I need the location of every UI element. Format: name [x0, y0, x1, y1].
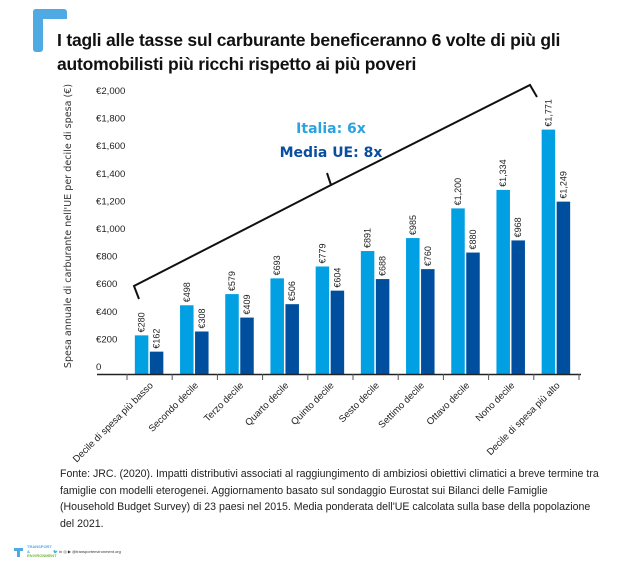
y-tick-label: €2,000 [96, 86, 125, 97]
x-tick-label: Terzo decile [202, 380, 246, 424]
y-tick-label: €1,200 [96, 196, 125, 207]
bar-italia [134, 335, 149, 374]
bar-media-ue [195, 331, 209, 374]
y-tick-label: €1,000 [96, 224, 125, 235]
y-tick-label: €200 [96, 334, 117, 345]
bar-italia [270, 278, 284, 374]
value-label-media-ue: €760 [423, 246, 433, 266]
source-note: Fonte: JRC. (2020). Impatti distributivi… [60, 468, 599, 530]
bar-media-ue [149, 351, 164, 374]
value-label-media-ue: €688 [378, 256, 388, 276]
bar-media-ue [511, 240, 525, 374]
value-label-media-ue: €162 [152, 329, 162, 349]
y-tick-label: €800 [96, 252, 117, 263]
comparison-bracket [132, 83, 538, 300]
value-label-media-ue: €308 [197, 308, 207, 328]
brand-name: TRANSPORT & ENVIRONMENT [27, 544, 57, 559]
bar-media-ue [285, 304, 299, 374]
social-links[interactable]: 🐦 in ◎ ▶ @transportenvironment.org [53, 548, 121, 554]
bar-media-ue [421, 269, 435, 374]
bar-italia [360, 251, 375, 374]
bar-italia [451, 208, 465, 374]
x-tick-label: Sesto decile [337, 380, 382, 425]
y-tick-label: €600 [96, 279, 117, 290]
value-label-italia: €498 [182, 282, 192, 302]
bars [134, 129, 571, 374]
y-axis-ticks: 0 €200 €400 €600 €800 €1,000 €1,200 €1,400 €1,60… [96, 86, 125, 373]
brand-line-2: ENVIRONMENT [27, 553, 57, 559]
value-label-italia: €891 [363, 228, 373, 248]
bar-italia [541, 129, 556, 374]
value-label-italia: €1,334 [498, 159, 508, 187]
value-label-italia: €693 [272, 255, 282, 275]
x-tick-label: Ottavo decile [425, 380, 472, 427]
value-label-italia: €985 [408, 215, 418, 235]
brand-line-1: TRANSPORT & [27, 544, 52, 554]
value-label-italia: €1,771 [543, 99, 553, 127]
bar-media-ue [466, 252, 480, 374]
value-label-media-ue: €604 [332, 268, 342, 288]
y-axis-title: Spesa annuale di carburante nell'UE per … [63, 84, 74, 368]
x-tick-label: Settimo decile [377, 380, 427, 430]
value-label-italia: €579 [227, 271, 237, 291]
bar-value-labels: €280 €162 €498 €308 €579 €409 €693 €506 €779 €604… [137, 99, 569, 349]
bar-media-ue [556, 201, 571, 374]
x-tick-label: Quarto decile [243, 380, 291, 428]
y-tick-label: €400 [96, 307, 117, 318]
value-label-italia: €1,200 [453, 178, 463, 206]
value-label-media-ue: €880 [468, 230, 478, 250]
bar-italia [315, 266, 330, 374]
bar-media-ue [375, 279, 390, 374]
x-tick-label: Decile di spesa più basso [71, 380, 156, 465]
italy-multiplier-label: Italia: 6x [296, 121, 366, 137]
bar-media-ue [330, 290, 345, 374]
x-tick-label: Nono decile [474, 380, 518, 424]
x-tick-label: Quinto decile [289, 380, 336, 427]
value-label-italia: €280 [137, 312, 147, 332]
bar-italia [225, 294, 239, 374]
value-label-media-ue: €1,249 [558, 171, 568, 199]
value-label-media-ue: €409 [242, 295, 252, 315]
x-axis [97, 373, 581, 380]
brand-corner-mark [33, 9, 67, 52]
y-tick-label: 0 [96, 362, 101, 373]
value-label-media-ue: €506 [287, 281, 297, 301]
bar-italia [180, 305, 194, 374]
y-tick-label: €1,400 [96, 169, 125, 180]
eu-multiplier-label: Media UE: 8x [280, 145, 383, 161]
y-tick-label: €1,600 [96, 141, 125, 152]
value-label-italia: €779 [317, 243, 327, 263]
bar-italia [496, 189, 510, 374]
bar-italia [406, 238, 420, 374]
value-label-media-ue: €968 [513, 217, 523, 237]
chart-title: I tagli alle tasse sul carburante benefi… [57, 30, 561, 74]
te-logo-icon [14, 547, 23, 557]
bar-media-ue [240, 317, 254, 374]
y-tick-label: €1,800 [96, 114, 125, 125]
footer: TRANSPORT & ENVIRONMENT 🐦 in ◎ ▶ @transp… [14, 544, 121, 559]
